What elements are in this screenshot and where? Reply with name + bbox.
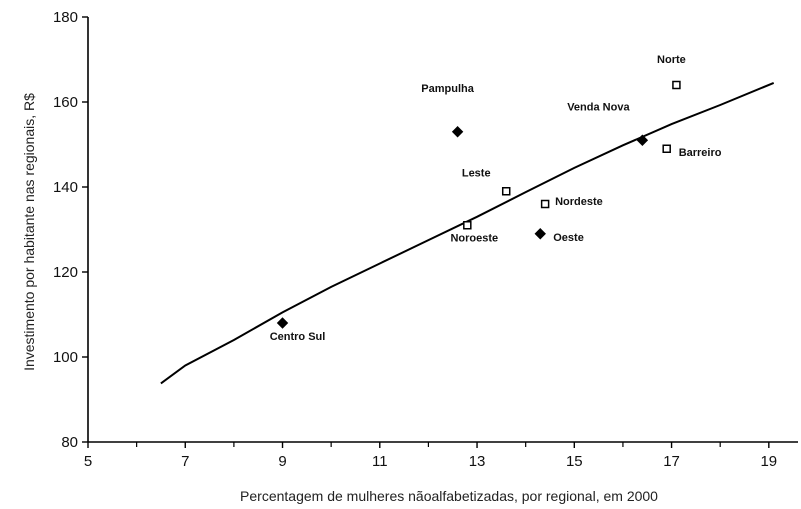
- point-label: Centro Sul: [270, 331, 326, 343]
- point-filled-diamond: [276, 317, 289, 329]
- y-tick-label: 100: [53, 349, 78, 366]
- x-tick-label: 19: [760, 453, 777, 470]
- data-points: [276, 80, 681, 329]
- point-open-square: [662, 144, 671, 153]
- point-open-square: [672, 80, 681, 90]
- point-filled-diamond: [636, 134, 649, 146]
- x-tick-label: 7: [181, 453, 189, 470]
- point-open-square: [540, 199, 550, 209]
- point-label: Pampulha: [421, 83, 474, 95]
- x-tick-label: 17: [663, 453, 680, 470]
- point-open-square: [501, 187, 511, 196]
- y-tick-label: 160: [53, 94, 78, 111]
- x-tick-label: 5: [84, 453, 92, 470]
- axes: 80 100 120 140 160 180 5 7 9 11 13 15 17 19: [53, 9, 798, 470]
- point-filled-diamond: [534, 228, 546, 240]
- point-label: Nordeste: [555, 196, 603, 208]
- point-label: Oeste: [553, 232, 584, 244]
- x-tick-label: 9: [278, 453, 286, 470]
- y-tick-label: 120: [53, 264, 78, 281]
- x-tick-label: 13: [469, 453, 486, 470]
- y-tick-label: 80: [61, 434, 78, 451]
- point-label: Venda Nova: [567, 101, 630, 113]
- point-label: Barreiro: [679, 147, 722, 159]
- point-labels: Norte Pampulha Venda Nova Barreiro Leste Nord…: [270, 54, 722, 343]
- point-label: Noroeste: [450, 232, 498, 244]
- point-label: Leste: [462, 167, 491, 179]
- point-label: Norte: [657, 54, 686, 66]
- y-tick-label: 180: [53, 9, 78, 26]
- x-axis-title: Percentagem de mulheres nãoalfabetizadas…: [240, 488, 658, 504]
- trend-line: [160, 81, 775, 385]
- y-tick-label: 140: [53, 179, 78, 196]
- x-tick-label: 15: [566, 453, 583, 470]
- x-tick-label: 11: [372, 453, 388, 470]
- y-axis-title: Investimento por habitante nas regionais…: [21, 93, 37, 371]
- point-open-square: [463, 221, 472, 230]
- trend-line-group: [160, 81, 775, 385]
- point-filled-diamond: [451, 126, 464, 138]
